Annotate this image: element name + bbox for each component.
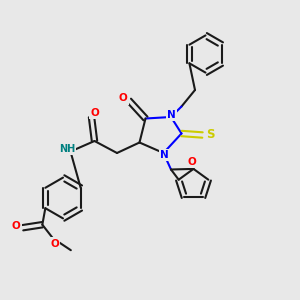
Text: NH: NH [59, 143, 75, 154]
Text: O: O [118, 93, 127, 103]
Text: N: N [167, 110, 176, 120]
Text: N: N [160, 150, 169, 160]
Text: O: O [90, 107, 99, 118]
Text: O: O [12, 220, 21, 231]
Text: O: O [188, 157, 196, 167]
Text: S: S [206, 128, 214, 142]
Text: O: O [51, 238, 59, 249]
